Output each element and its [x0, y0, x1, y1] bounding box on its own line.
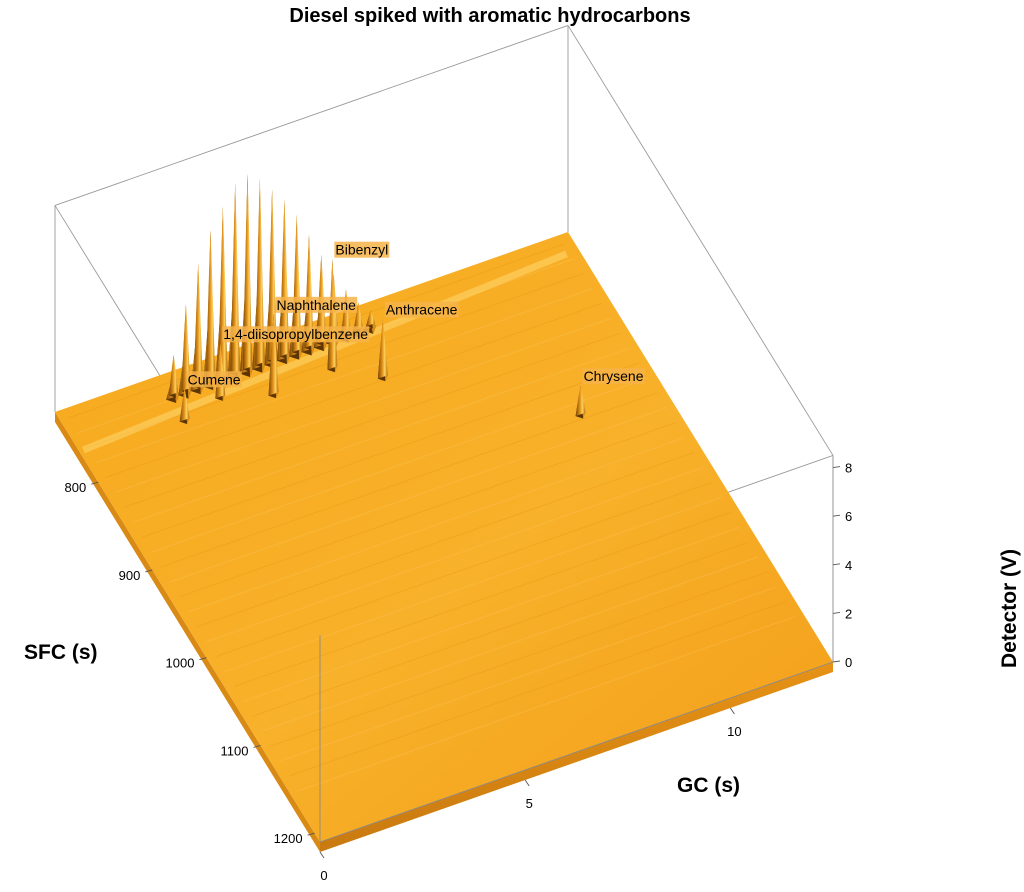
tick-mark [832, 611, 841, 614]
floor-ripple [215, 481, 713, 658]
y-tick-label: 1100 [221, 743, 249, 758]
floor-ripple [279, 586, 777, 762]
tick-mark [145, 569, 153, 573]
z-tick-label: 8 [845, 461, 852, 476]
tick-mark [832, 466, 841, 469]
annotation-label: Bibenzyl [335, 242, 388, 258]
axis-ticks: 800 900 1000 1100 1200 0 5 10 0 2 4 6 8 [65, 461, 853, 883]
annotation-bg [334, 241, 390, 258]
annotation-label: Anthracene [386, 302, 458, 318]
floor-plane [55, 232, 833, 842]
diesel-peak [255, 178, 265, 366]
tick-mark [91, 481, 99, 485]
chart-title: Diesel spiked with aromatic hydrocarbons [289, 5, 690, 27]
surface-floor [55, 232, 833, 852]
annotation-label: 1,4-diisopropylbenzene [223, 326, 368, 342]
annotation-label: Naphthalene [277, 297, 357, 313]
floor-ripple [270, 571, 768, 747]
annotation-bg [582, 368, 645, 385]
z-tick-label: 2 [845, 606, 852, 621]
tick-mark [253, 745, 261, 748]
box-edge [54, 25, 569, 206]
surface-ridges [68, 243, 796, 792]
floor-ripple [298, 616, 796, 792]
y-tick-label: 1200 [274, 831, 303, 846]
diesel-peak [353, 302, 363, 331]
tick-mark [832, 514, 841, 517]
x-axis-label: GC (s) [677, 774, 740, 797]
diesel-peak [279, 199, 289, 357]
floor-ripple [197, 451, 695, 628]
bounding-box-front [319, 455, 834, 843]
y-axis-label: SFC (s) [24, 641, 98, 664]
floor-ripple [224, 496, 722, 673]
tick-mark [307, 832, 315, 836]
floor-ripple [160, 392, 658, 568]
floor-ripple [289, 601, 787, 777]
floor-front-edge [320, 662, 833, 852]
floor-ripple [187, 437, 685, 613]
y-tick-label: 900 [119, 568, 141, 583]
floor-ripple [252, 541, 750, 717]
diesel-peak [292, 214, 302, 353]
diesel-peak [243, 173, 252, 370]
floor-left-edge [55, 412, 320, 852]
tick-mark [524, 779, 530, 787]
tick-mark [319, 851, 325, 859]
z-tick-label: 4 [845, 558, 852, 573]
diesel-band [82, 250, 568, 454]
y-tick-label: 800 [65, 480, 87, 495]
diesel-peak [230, 182, 240, 374]
floor-ripple [233, 511, 731, 687]
floor-ripple [96, 287, 593, 464]
diesel-peak [304, 234, 314, 348]
peak-cumene [179, 388, 190, 422]
diesel-peak [366, 310, 376, 327]
tick-mark [730, 707, 735, 715]
diesel-peak [181, 304, 191, 392]
tick-mark [199, 657, 207, 661]
floor-ripple [132, 347, 630, 523]
annotation-label: Chrysene [584, 368, 644, 384]
annotation-bg [275, 296, 358, 313]
peak-naphthalene [268, 313, 279, 396]
floor-ripple [123, 332, 621, 508]
diesel-peak [193, 263, 203, 387]
floor-ripple [169, 407, 667, 583]
x-tick-label: 5 [526, 796, 533, 811]
floor-ripple [178, 422, 676, 598]
annotation-bg [384, 301, 459, 318]
y-tick-label: 1000 [166, 656, 195, 671]
floor-ripple [261, 556, 759, 732]
annotation-label: Cumene [188, 371, 241, 387]
box-edge [567, 25, 834, 456]
tick-mark [832, 563, 841, 566]
x-tick-label: 0 [320, 868, 327, 883]
box-edge [319, 661, 834, 843]
floor-ripple [114, 317, 612, 494]
diesel-peak [206, 230, 216, 383]
floor-ripple [141, 362, 639, 538]
floor-ripple [206, 466, 704, 643]
annotations: 1,4-diisopropylbenzene Cumene Naphthalene B… [186, 241, 645, 388]
floor-ripple [105, 302, 603, 479]
peak-chrysene [575, 385, 586, 417]
annotation-bg [186, 371, 242, 388]
floor-ripple [243, 526, 741, 702]
annotation-bg [222, 326, 370, 343]
diesel-peak [267, 189, 277, 361]
diesel-peak [169, 355, 179, 396]
x-tick-label: 10 [727, 724, 741, 739]
z-tick-label: 0 [845, 655, 852, 670]
tick-mark [832, 660, 841, 663]
peak-anthracene [377, 318, 388, 379]
z-tick-label: 6 [845, 509, 852, 524]
z-axis-label: Detector (V) [998, 549, 1021, 668]
floor-ripple [151, 377, 649, 553]
